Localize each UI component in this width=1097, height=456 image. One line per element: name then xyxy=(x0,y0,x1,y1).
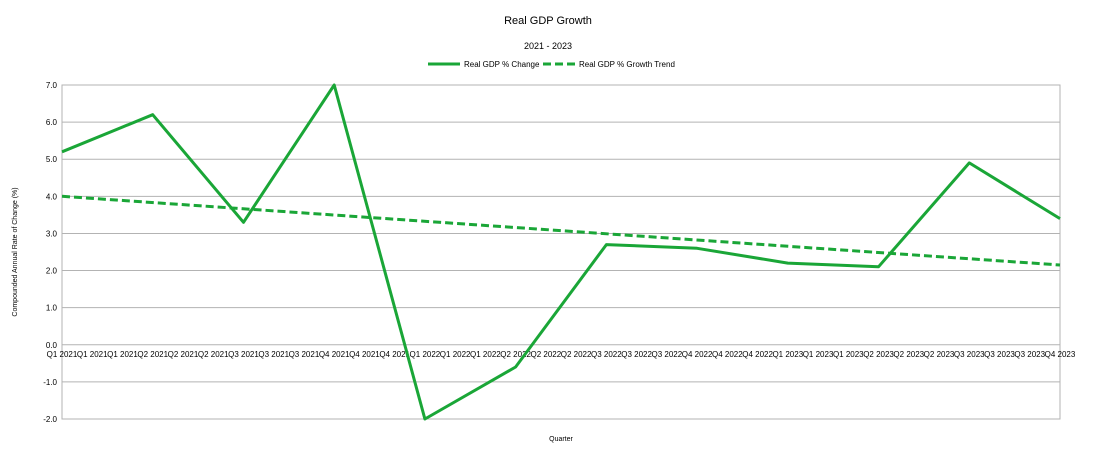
y-tick-label: 1.0 xyxy=(46,304,58,313)
x-tick-label: Q1 2022 xyxy=(440,350,471,359)
x-tick-label: Q2 2022 xyxy=(561,350,592,359)
x-tick-label: Q3 2022 xyxy=(591,350,622,359)
x-tick-label: Q4 2021 xyxy=(319,350,350,359)
y-tick-label: 0.0 xyxy=(46,341,58,350)
series-line-gdp-trend xyxy=(61,194,1061,267)
x-tick-label: Q2 2022 xyxy=(500,350,531,359)
x-tick-label: Q1 2023 xyxy=(803,350,834,359)
x-tick-label: Q3 2021 xyxy=(228,350,259,359)
legend-label-trend: Real GDP % Growth Trend xyxy=(579,60,675,69)
x-tick-label: Q2 2021 xyxy=(168,350,199,359)
legend: Real GDP % Change Real GDP % Growth Tren… xyxy=(428,60,675,69)
x-tick-label: Q4 2022 xyxy=(712,350,743,359)
x-tick-label: Q1 2021 xyxy=(77,350,108,359)
x-tick-label: Q2 2023 xyxy=(893,350,924,359)
x-tick-label: Q4 2022 xyxy=(742,350,773,359)
x-tick-label: Q3 2021 xyxy=(289,350,320,359)
series-line-gdp-change xyxy=(61,83,1061,421)
x-tick-label: Q3 2023 xyxy=(984,350,1015,359)
x-axis-label: Quarter xyxy=(549,436,573,443)
series-lines xyxy=(61,83,1061,421)
x-tick-label: Q3 2023 xyxy=(954,350,985,359)
x-tick-label: Q2 2023 xyxy=(863,350,894,359)
chart-title: Real GDP Growth xyxy=(504,15,592,27)
y-tick-label: 4.0 xyxy=(46,192,58,201)
y-tick-label: 5.0 xyxy=(46,155,58,164)
x-tick-label: Q4 2022 xyxy=(682,350,713,359)
x-tick-label: Q1 2023 xyxy=(833,350,864,359)
x-tick-label: Q2 2021 xyxy=(137,350,168,359)
x-tick-label: Q2 2021 xyxy=(198,350,229,359)
y-tick-label: -1.0 xyxy=(43,378,57,387)
x-tick-label: Q1 2022 xyxy=(470,350,501,359)
x-tick-label: Q2 2022 xyxy=(531,350,562,359)
y-tick-label: 2.0 xyxy=(46,267,58,276)
x-tick-label: Q3 2023 xyxy=(1014,350,1045,359)
x-axis-ticks: Q1 2021 Q1 2021 Q1 2021 Q2 2021 Q2 2021 Q2 20… xyxy=(47,350,1076,359)
gridlines xyxy=(62,84,1060,420)
x-tick-label: Q4 2021 xyxy=(349,350,380,359)
y-tick-label: 7.0 xyxy=(46,81,58,90)
plot-area xyxy=(61,84,1061,420)
y-tick-label: 3.0 xyxy=(46,229,58,238)
x-tick-label: Q2 2023 xyxy=(924,350,955,359)
x-tick-label: Q3 2022 xyxy=(651,350,682,359)
x-tick-label: Q3 2021 xyxy=(258,350,289,359)
y-tick-label: -2.0 xyxy=(43,415,57,424)
y-axis-label: Compounded Annual Rate of Change (%) xyxy=(12,187,19,316)
x-tick-label: Q1 2022 xyxy=(410,350,441,359)
chart-subtitle: 2021 - 2023 xyxy=(524,41,572,51)
x-tick-label: Q1 2021 xyxy=(107,350,138,359)
x-tick-label: Q3 2022 xyxy=(621,350,652,359)
y-axis-ticks: 7.0 6.0 5.0 4.0 3.0 2.0 1.0 0.0 -1.0 -2.0 xyxy=(43,81,57,424)
x-tick-label: Q4 2023 xyxy=(1045,350,1076,359)
x-tick-label: Q1 2023 xyxy=(772,350,803,359)
x-tick-label: Q4 2021 xyxy=(379,350,410,359)
x-tick-label: Q1 2021 xyxy=(47,350,78,359)
y-tick-label: 6.0 xyxy=(46,118,58,127)
legend-label-change: Real GDP % Change xyxy=(464,60,540,69)
